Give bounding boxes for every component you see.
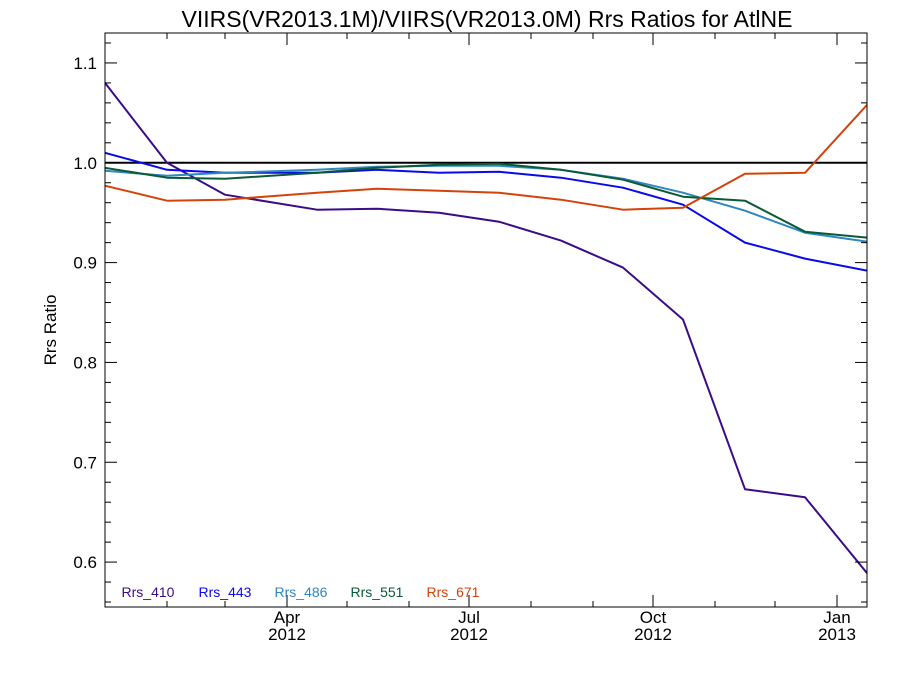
plot-area: 0.60.70.80.91.01.1Apr2012Jul2012Oct2012J… (73, 32, 868, 644)
y-axis-label: Rrs Ratio (41, 295, 60, 366)
y-tick-label: 0.9 (73, 254, 97, 273)
x-tick-year-label: 2012 (268, 625, 306, 644)
x-tick-year-label: 2012 (634, 625, 672, 644)
x-tick-label: Jul (458, 608, 480, 627)
plot-frame (104, 32, 868, 608)
y-tick-label: 0.6 (73, 553, 97, 572)
series-line-rrs-486 (105, 164, 867, 243)
legend-item-rrs-486: Rrs_486 (275, 584, 328, 600)
legend-item-rrs-410: Rrs_410 (122, 584, 175, 600)
x-tick-year-label: 2013 (818, 625, 856, 644)
y-tick-label: 1.1 (73, 54, 97, 73)
x-tick-year-label: 2012 (450, 625, 488, 644)
series-line-rrs-443 (105, 151, 867, 272)
x-tick-label: Apr (274, 608, 301, 627)
x-tick-label: Jan (823, 608, 850, 627)
legend-item-rrs-551: Rrs_551 (351, 584, 404, 600)
series-line-rrs-551 (105, 162, 867, 239)
legend-item-rrs-443: Rrs_443 (199, 584, 252, 600)
series-line-rrs-671 (105, 104, 867, 211)
x-tick-label: Oct (640, 608, 667, 627)
y-tick-label: 0.8 (73, 353, 97, 372)
y-tick-label: 1.0 (73, 154, 97, 173)
y-tick-label: 0.7 (73, 453, 97, 472)
legend-item-rrs-671: Rrs_671 (427, 584, 480, 600)
series-line-rrs-410 (105, 82, 867, 574)
chart-title: VIIRS(VR2013.1M)/VIIRS(VR2013.0M) Rrs Ra… (182, 6, 793, 32)
